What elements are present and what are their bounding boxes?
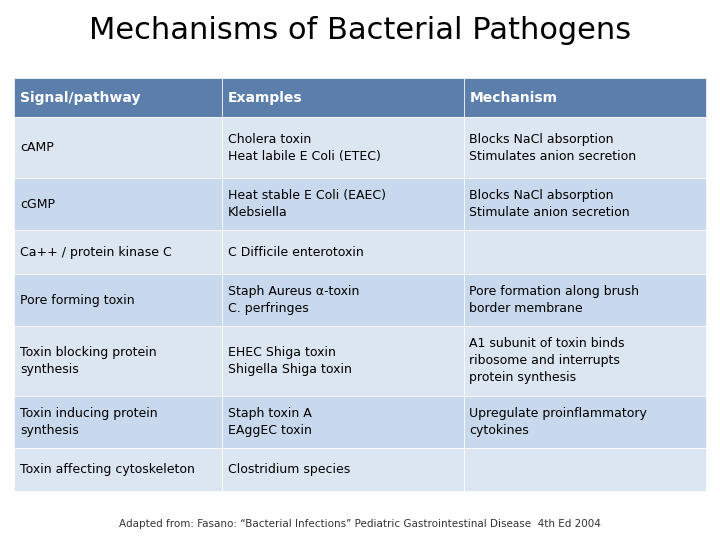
FancyBboxPatch shape — [14, 78, 222, 117]
FancyBboxPatch shape — [14, 448, 222, 491]
FancyBboxPatch shape — [222, 78, 464, 117]
FancyBboxPatch shape — [464, 78, 706, 117]
Text: Staph toxin A
EAggEC toxin: Staph toxin A EAggEC toxin — [228, 407, 311, 437]
Text: Mechanisms of Bacterial Pathogens: Mechanisms of Bacterial Pathogens — [89, 16, 631, 45]
FancyBboxPatch shape — [464, 274, 706, 326]
Text: Blocks NaCl absorption
Stimulate anion secretion: Blocks NaCl absorption Stimulate anion s… — [469, 190, 630, 219]
FancyBboxPatch shape — [14, 326, 222, 396]
FancyBboxPatch shape — [14, 117, 222, 178]
Text: Toxin affecting cytoskeleton: Toxin affecting cytoskeleton — [20, 463, 195, 476]
FancyBboxPatch shape — [222, 117, 464, 178]
Text: Adapted from: Fasano: “Bacterial Infections” Pediatric Gastrointestinal Disease : Adapted from: Fasano: “Bacterial Infecti… — [119, 519, 601, 529]
FancyBboxPatch shape — [14, 231, 222, 274]
FancyBboxPatch shape — [14, 178, 222, 231]
FancyBboxPatch shape — [222, 178, 464, 231]
FancyBboxPatch shape — [464, 117, 706, 178]
FancyBboxPatch shape — [222, 231, 464, 274]
FancyBboxPatch shape — [464, 231, 706, 274]
FancyBboxPatch shape — [222, 274, 464, 326]
Text: Mechanism: Mechanism — [469, 91, 557, 105]
Text: cAMP: cAMP — [20, 141, 54, 154]
Text: Toxin blocking protein
synthesis: Toxin blocking protein synthesis — [20, 346, 157, 376]
Text: Staph Aureus α-toxin
C. perfringes: Staph Aureus α-toxin C. perfringes — [228, 285, 359, 315]
Text: Pore forming toxin: Pore forming toxin — [20, 294, 135, 307]
Text: Ca++ / protein kinase C: Ca++ / protein kinase C — [20, 246, 172, 259]
Text: Heat stable E Coli (EAEC)
Klebsiella: Heat stable E Coli (EAEC) Klebsiella — [228, 190, 385, 219]
FancyBboxPatch shape — [222, 326, 464, 396]
FancyBboxPatch shape — [464, 326, 706, 396]
FancyBboxPatch shape — [464, 448, 706, 491]
FancyBboxPatch shape — [464, 178, 706, 231]
Text: Signal/pathway: Signal/pathway — [20, 91, 140, 105]
FancyBboxPatch shape — [222, 396, 464, 448]
Text: Toxin inducing protein
synthesis: Toxin inducing protein synthesis — [20, 407, 158, 437]
Text: Cholera toxin
Heat labile E Coli (ETEC): Cholera toxin Heat labile E Coli (ETEC) — [228, 133, 380, 163]
Text: Clostridium species: Clostridium species — [228, 463, 350, 476]
FancyBboxPatch shape — [222, 448, 464, 491]
Text: Blocks NaCl absorption
Stimulates anion secretion: Blocks NaCl absorption Stimulates anion … — [469, 133, 636, 163]
Text: A1 subunit of toxin binds
ribosome and interrupts
protein synthesis: A1 subunit of toxin binds ribosome and i… — [469, 338, 625, 384]
FancyBboxPatch shape — [14, 396, 222, 448]
FancyBboxPatch shape — [464, 396, 706, 448]
Text: Pore formation along brush
border membrane: Pore formation along brush border membra… — [469, 285, 639, 315]
Text: EHEC Shiga toxin
Shigella Shiga toxin: EHEC Shiga toxin Shigella Shiga toxin — [228, 346, 351, 376]
Text: Upregulate proinflammatory
cytokines: Upregulate proinflammatory cytokines — [469, 407, 647, 437]
Text: cGMP: cGMP — [20, 198, 55, 211]
FancyBboxPatch shape — [14, 274, 222, 326]
Text: C Difficile enterotoxin: C Difficile enterotoxin — [228, 246, 364, 259]
Text: Examples: Examples — [228, 91, 302, 105]
